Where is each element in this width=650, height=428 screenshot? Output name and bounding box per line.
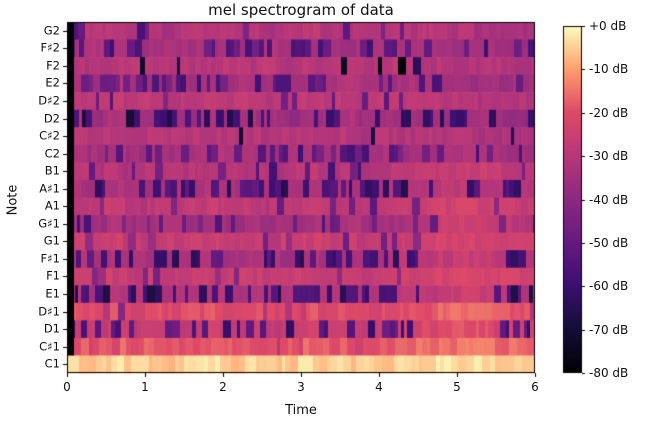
y-tick-label: E1 — [45, 286, 60, 301]
y-tick-label: G1 — [43, 233, 60, 248]
y-tick-label: A♯1 — [39, 180, 60, 195]
chart-title: mel spectrogram of data — [208, 1, 394, 19]
y-tick-label: D2 — [43, 110, 60, 125]
y-tick-label: C2 — [44, 145, 60, 160]
x-tick-label: 5 — [453, 380, 461, 394]
colorbar-tick-label: -30 dB — [589, 149, 629, 164]
y-tick-label: F♯1 — [40, 251, 61, 266]
colorbar-tick-label: -40 dB — [589, 192, 629, 207]
y-tick-label: F2 — [46, 58, 60, 73]
colorbar-tick-label: +0 dB — [589, 19, 627, 33]
y-tick-label: D♯1 — [38, 303, 60, 318]
y-tick-label: C♯1 — [39, 338, 60, 353]
y-tick-label: D1 — [43, 321, 60, 336]
colorbar-tick-label: -50 dB — [589, 235, 629, 250]
colorbar-tick-label: -60 dB — [589, 279, 629, 294]
colorbar-tick-label: -10 dB — [589, 62, 629, 77]
y-tick-label: G2 — [43, 23, 60, 38]
colorbar-tick-label: -70 dB — [589, 322, 629, 337]
x-tick-label: 2 — [219, 380, 227, 394]
x-axis-label: Time — [285, 403, 317, 418]
y-tick-label: G♯1 — [38, 216, 60, 231]
x-tick-label: 3 — [297, 380, 305, 394]
y-tick-label: C♯2 — [39, 128, 60, 143]
x-tick-label: 1 — [141, 380, 149, 394]
y-tick-label: D♯2 — [38, 93, 60, 108]
y-tick-label: F♯2 — [40, 40, 61, 55]
y-tick-label: C1 — [44, 356, 60, 371]
y-tick-label: A1 — [44, 198, 60, 213]
y-tick-label: E2 — [45, 75, 60, 90]
y-tick-label: B1 — [44, 163, 60, 178]
colorbar-tick-label: -80 dB — [589, 366, 629, 380]
x-tick-label: 6 — [531, 380, 539, 394]
x-tick-label: 0 — [63, 380, 71, 394]
x-tick-label: 4 — [375, 380, 383, 394]
y-tick-label: F1 — [46, 268, 60, 283]
colorbar-tick-label: -20 dB — [589, 105, 629, 120]
